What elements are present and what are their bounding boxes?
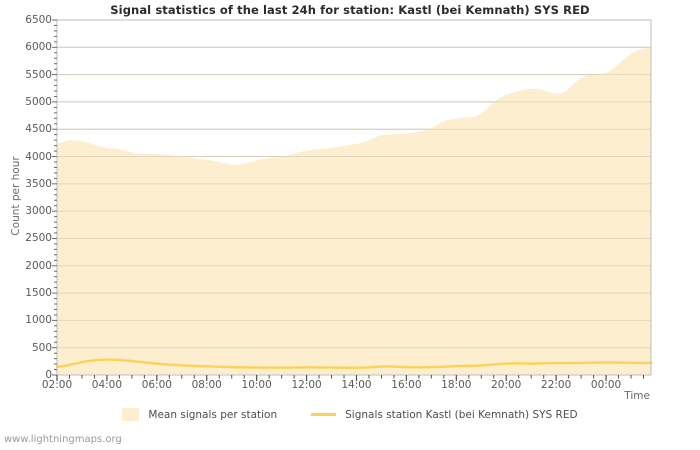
x-tick-label: 12:00 — [291, 379, 322, 391]
legend-label-mean-signals: Mean signals per station — [148, 408, 278, 421]
legend-line-swatch-icon — [311, 413, 337, 416]
y-tick-label: 3500 — [25, 177, 52, 190]
x-tick-label: 22:00 — [541, 379, 572, 391]
chart-title: Signal statistics of the last 24h for st… — [110, 3, 590, 17]
y-tick-label: 0 — [45, 369, 52, 381]
y-tick-label: 6000 — [25, 41, 52, 54]
y-tick-label: 5500 — [25, 68, 52, 81]
footer-url: www.lightningmaps.org — [4, 434, 122, 445]
legend-label-station-signals: Signals station Kastl (bei Kemnath) SYS … — [345, 408, 578, 421]
legend-item-mean-signals: Mean signals per station — [122, 408, 277, 421]
x-tick-label: 02:00 — [41, 379, 73, 391]
x-tick-label: 06:00 — [141, 379, 172, 391]
x-axis-title: Time — [624, 390, 650, 402]
y-tick-label: 2500 — [25, 232, 52, 245]
y-tick-label: 500 — [31, 341, 52, 354]
y-tick-label: 5000 — [25, 95, 52, 108]
y-tick-label: 1500 — [25, 287, 52, 300]
x-tick-label: 18:00 — [441, 379, 472, 391]
y-tick-label: 4000 — [25, 150, 52, 163]
x-tick-label: 08:00 — [191, 379, 222, 391]
legend-item-station-signals: Signals station Kastl (bei Kemnath) SYS … — [311, 408, 578, 421]
x-tick-label: 16:00 — [391, 379, 422, 391]
y-tick-label: 6500 — [25, 14, 52, 26]
y-tick-label: 3000 — [25, 205, 52, 218]
y-tick-label: 1000 — [25, 314, 52, 327]
legend-area-swatch-icon — [122, 408, 140, 421]
x-tick-label: 10:00 — [241, 379, 272, 391]
x-tick-label: 20:00 — [491, 379, 522, 391]
x-tick-label: 14:00 — [341, 379, 372, 391]
chart-legend: Mean signals per station Signals station… — [0, 408, 700, 421]
y-tick-label: 2000 — [25, 259, 52, 272]
y-axis-ticks: 0 500 1000 1500 2000 2500 3000 3500 4000 4500 5000… — [0, 0, 52, 450]
x-tick-label: 04:00 — [91, 379, 123, 391]
y-tick-label: 4500 — [25, 123, 52, 136]
x-tick-label: 00:00 — [590, 379, 622, 391]
